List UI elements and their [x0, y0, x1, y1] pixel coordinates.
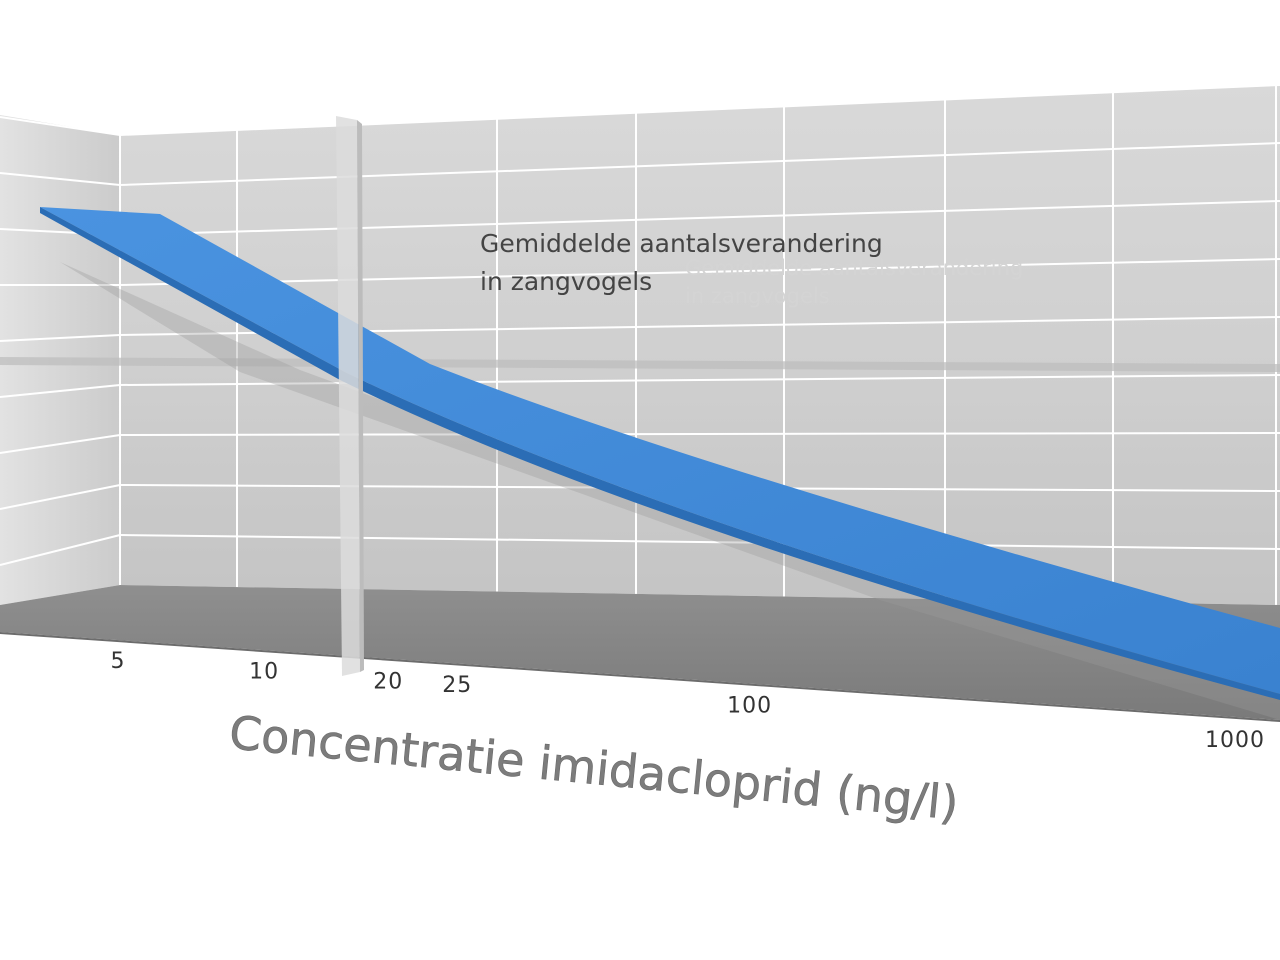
- grid-line-horizontal: [119, 374, 1280, 386]
- grid-line-horizontal: [119, 432, 1280, 436]
- series-label-reflection: Gemiddelde aantalsverandering in zangvog…: [685, 256, 1030, 308]
- x-tick-label: 20: [373, 670, 403, 695]
- floor: [0, 585, 1280, 720]
- grid-line-side: [0, 172, 121, 186]
- grid-line-side: [0, 534, 121, 566]
- series-ribbon-shadow: [60, 262, 1280, 720]
- grid-line-horizontal: [119, 142, 1280, 186]
- grid-line-horizontal: [119, 200, 1280, 236]
- reference-plane-20: [336, 116, 364, 676]
- grid-line-horizontal: [119, 84, 1280, 136]
- x-tick-label: 1000: [1205, 728, 1265, 753]
- x-axis-ticks: 5 10 20 25 100 1000: [111, 649, 1265, 753]
- back-wall: [120, 85, 1280, 605]
- x-axis-title: Concentratie imidacloprid (ng/l): [227, 705, 961, 830]
- grid-line-horizontal: [119, 534, 1280, 550]
- floor-front-edge: [0, 632, 1280, 722]
- grid-line-horizontal: [119, 258, 1280, 286]
- x-tick-label: 100: [727, 694, 772, 719]
- grid-line-side: [0, 434, 121, 454]
- x-tick-label: 25: [442, 673, 472, 698]
- grid-line-side: [0, 484, 121, 510]
- x-tick-label: 5: [111, 649, 126, 674]
- grid-line-side: [0, 116, 121, 136]
- grid-line-side: [0, 334, 121, 342]
- series-label: Gemiddelde aantalsverandering in zangvog…: [480, 229, 891, 296]
- x-tick-label: 10: [249, 659, 279, 684]
- grid-line-side: [0, 384, 121, 398]
